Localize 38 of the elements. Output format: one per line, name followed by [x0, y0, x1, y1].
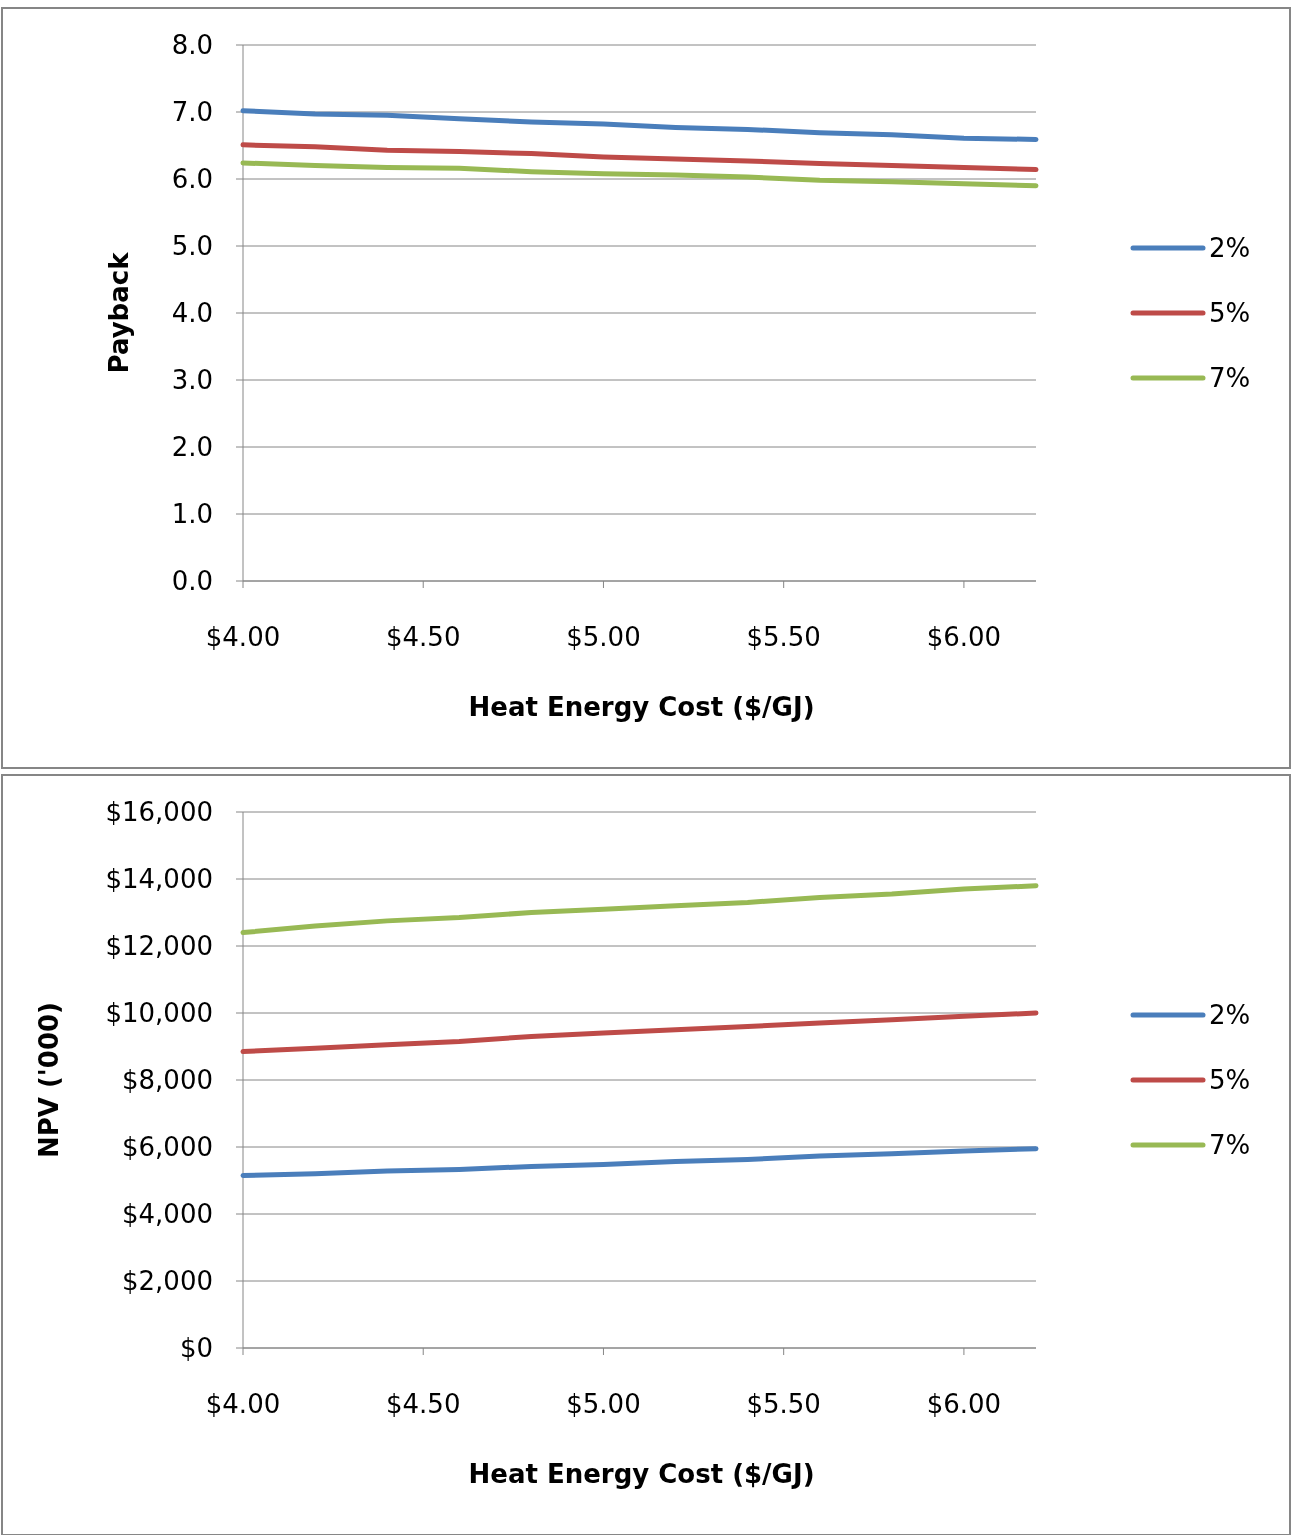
x-tick-label: $5.00 — [566, 622, 641, 652]
legend-label: 5% — [1209, 1065, 1251, 1096]
y-tick-label: $2,000 — [122, 1266, 213, 1297]
y-tick-label: 0.0 — [171, 566, 213, 597]
x-tick-label: $4.00 — [205, 622, 281, 652]
y-tick-label: 3.0 — [171, 365, 213, 396]
legend-label: 2% — [1209, 1000, 1251, 1031]
y-tick-label: $4,000 — [122, 1199, 213, 1230]
y-tick-label: $6,000 — [122, 1132, 213, 1163]
x-tick-label: $6.00 — [926, 622, 1002, 652]
y-tick-label: 4.0 — [171, 298, 213, 329]
y-tick-label: 1.0 — [171, 499, 213, 530]
y-tick-label: $8,000 — [122, 1065, 213, 1096]
y-tick-label: 8.0 — [171, 30, 213, 61]
x-tick-label: $5.50 — [746, 1389, 821, 1419]
x-tick-label: $5.50 — [746, 622, 821, 652]
y-tick-label: $14,000 — [105, 864, 213, 895]
x-axis-title: Heat Energy Cost ($/GJ) — [468, 692, 815, 722]
legend-label: 7% — [1209, 1130, 1251, 1161]
x-tick-label: $6.00 — [926, 1389, 1002, 1419]
legend-label: 2% — [1209, 233, 1251, 264]
y-axis-title: NPV ('000) — [34, 1002, 64, 1158]
y-tick-label: 5.0 — [171, 231, 213, 262]
x-axis-title: Heat Energy Cost ($/GJ) — [468, 1459, 815, 1489]
y-tick-label: 2.0 — [171, 432, 213, 463]
x-tick-label: $4.50 — [386, 1389, 461, 1419]
legend-label: 7% — [1209, 363, 1251, 394]
x-tick-label: $4.00 — [205, 1389, 281, 1419]
y-tick-label: $0 — [179, 1333, 213, 1364]
y-tick-label: $16,000 — [105, 797, 213, 828]
legend-label: 5% — [1209, 298, 1251, 329]
y-tick-label: $10,000 — [105, 998, 213, 1029]
y-axis-title: Payback — [104, 251, 134, 374]
y-tick-label: 7.0 — [171, 97, 213, 128]
y-tick-label: $12,000 — [105, 931, 213, 962]
x-tick-label: $5.00 — [566, 1389, 641, 1419]
x-tick-label: $4.50 — [386, 622, 461, 652]
y-tick-label: 6.0 — [171, 164, 213, 195]
